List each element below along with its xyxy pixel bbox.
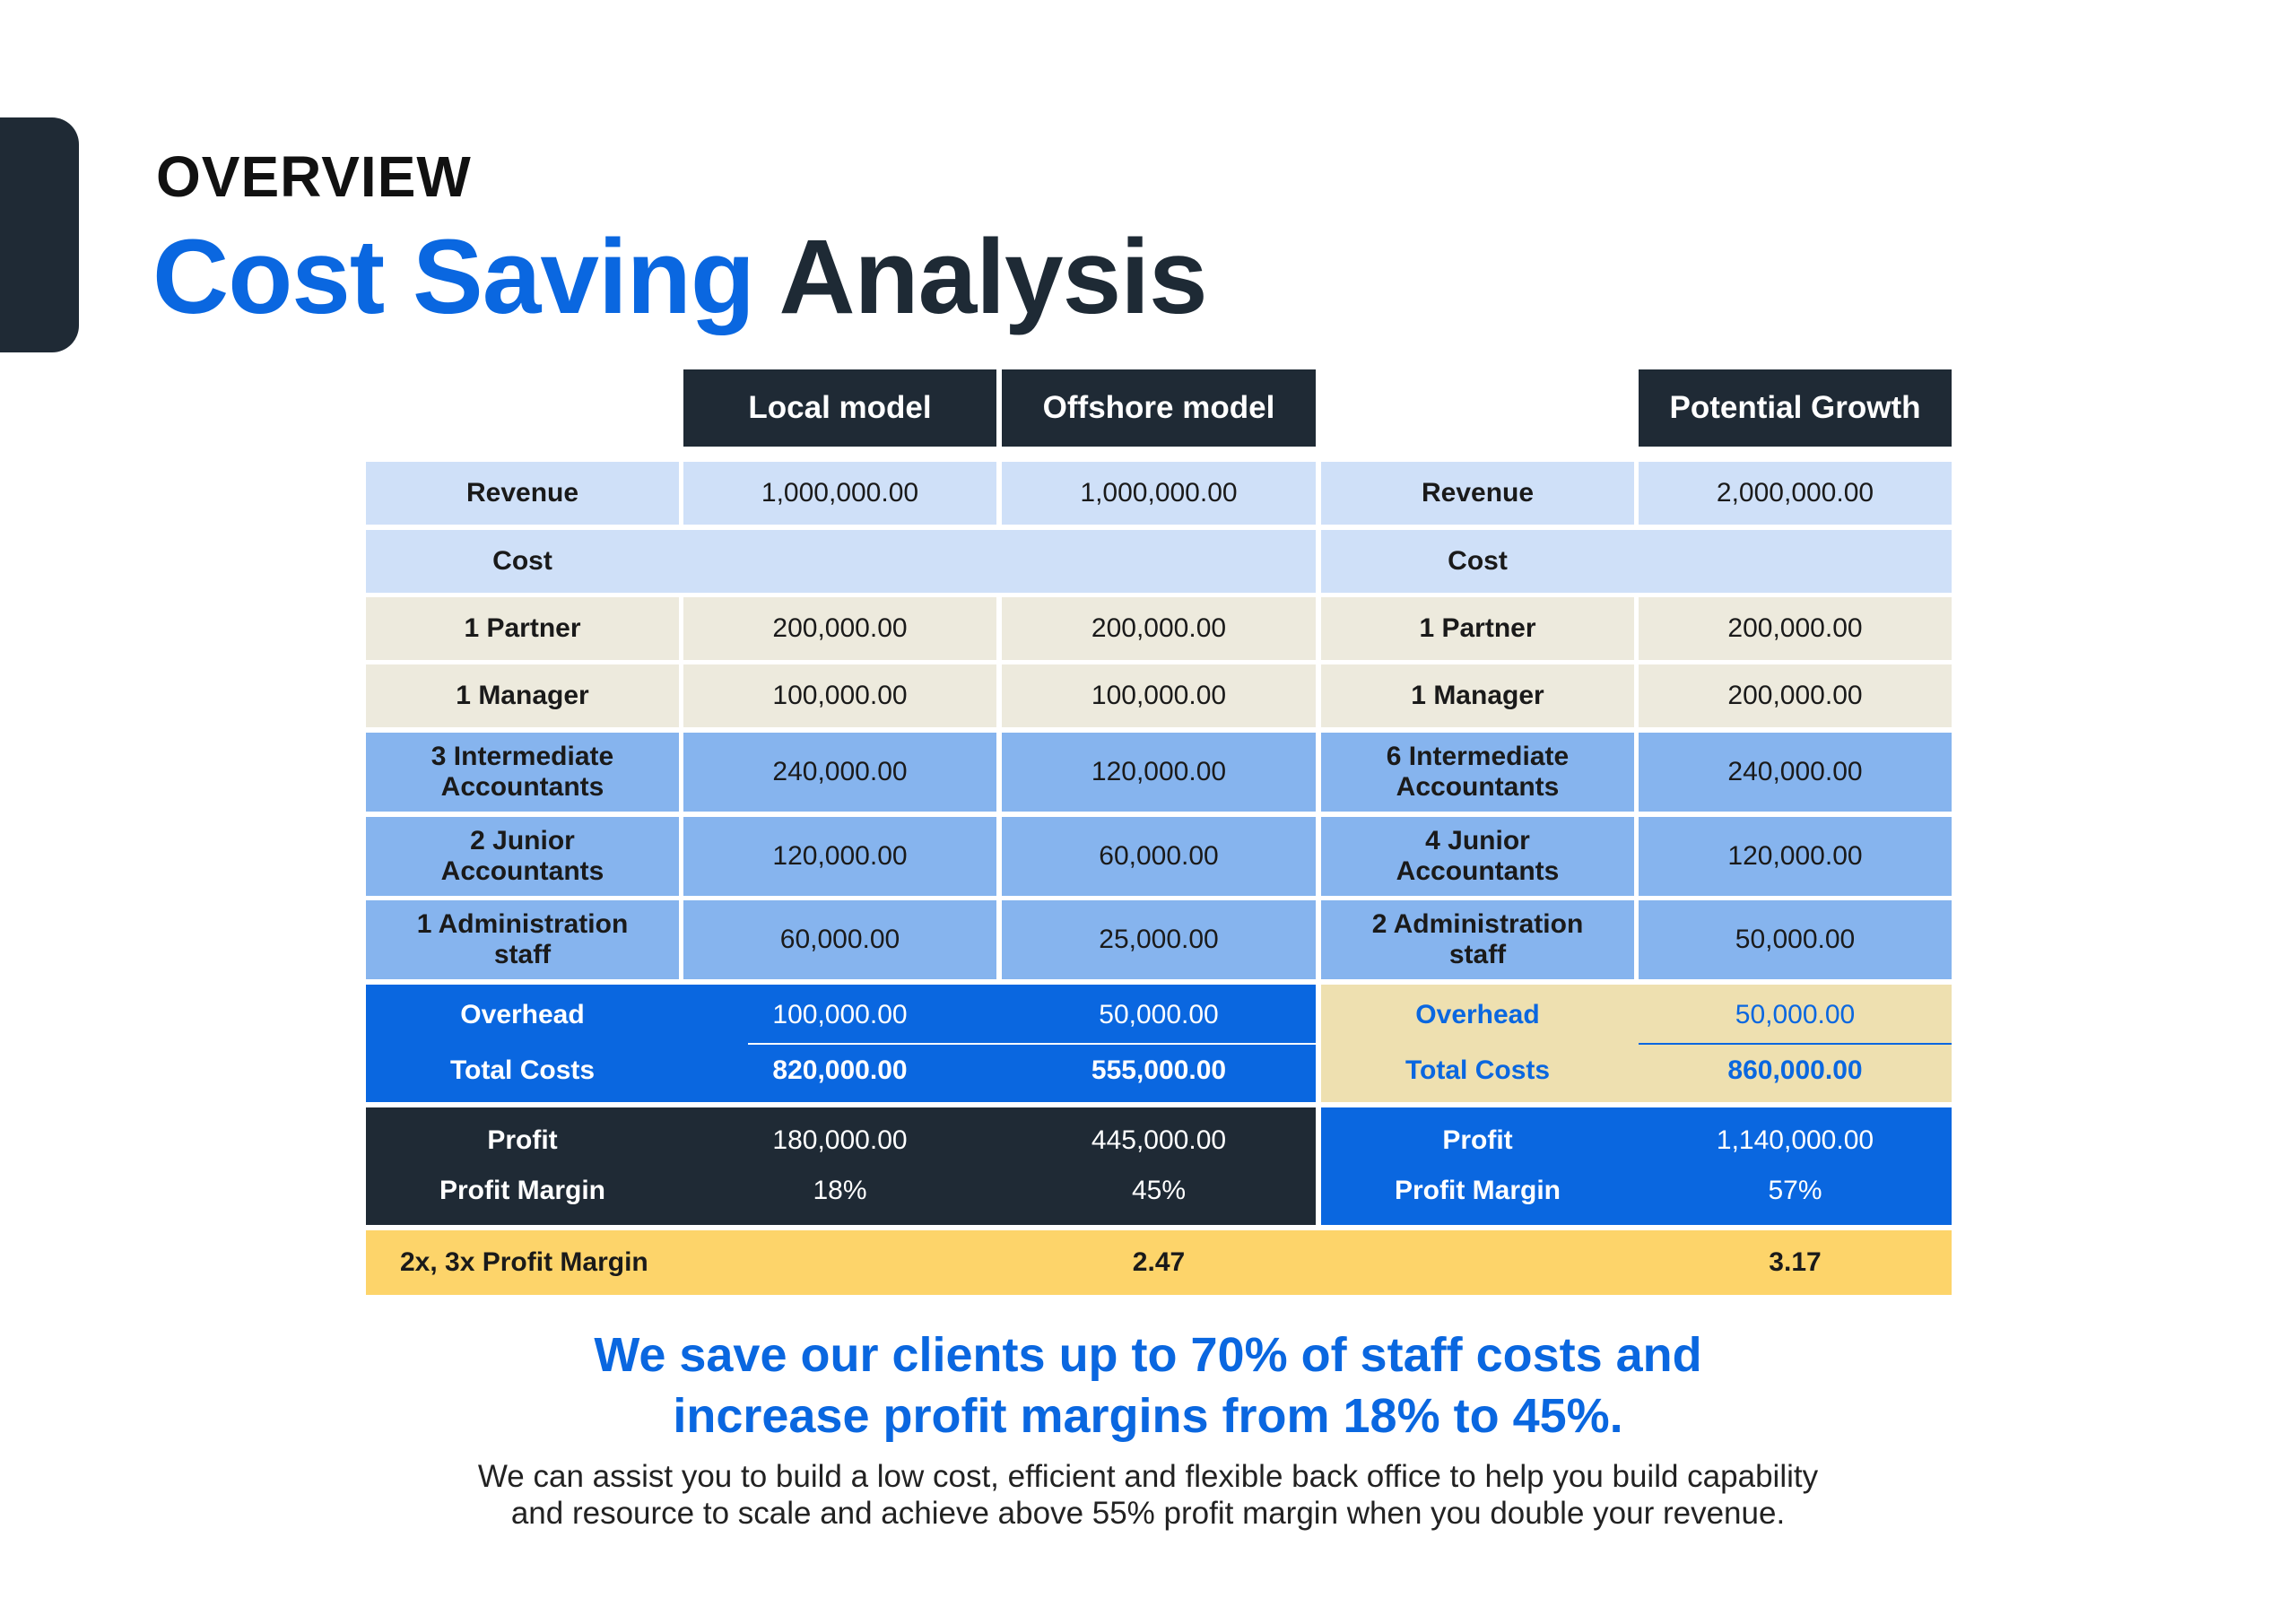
cell-partner-local: 200,000.00 — [683, 597, 996, 660]
row-label-junior-growth: 4 Junior Accountants — [1321, 817, 1634, 896]
cell-profit-offshore: 445,000.00 — [1091, 1125, 1227, 1155]
row-label-intermediate: 3 Intermediate Accountants — [366, 733, 679, 812]
row-label-manager: 1 Manager — [366, 664, 679, 727]
cell-admin-local: 60,000.00 — [683, 900, 996, 979]
totals-block-growth: Overhead 50,000.00 Total Costs 860,000.0… — [1321, 985, 1952, 1102]
row-label-partner-growth: 1 Partner — [1321, 597, 1634, 660]
row-label-manager-growth: 1 Manager — [1321, 664, 1634, 727]
cell-junior-growth: 120,000.00 — [1639, 817, 1952, 896]
row-label-admin-growth: 2 Administration staff — [1321, 900, 1634, 979]
column-header-growth: Potential Growth — [1639, 369, 1952, 447]
cell-multiplier-offshore: 2.47 — [1132, 1247, 1186, 1277]
cell-profit-growth: 1,140,000.00 — [1716, 1125, 1874, 1155]
cell-margin-local: 18% — [813, 1176, 867, 1205]
title-rest: Analysis — [778, 218, 1207, 336]
label-profit: Profit — [487, 1125, 558, 1155]
cell-admin-growth: 50,000.00 — [1639, 900, 1952, 979]
cell-overhead-local: 100,000.00 — [772, 1000, 908, 1029]
cell-junior-offshore: 60,000.00 — [1002, 817, 1316, 896]
cell-revenue-local: 1,000,000.00 — [683, 462, 996, 525]
row-cost-left: Cost — [366, 530, 1316, 593]
row-label-junior: 2 Junior Accountants — [366, 817, 679, 896]
totals-divider-growth — [1639, 1043, 1952, 1045]
cell-intermediate-local: 240,000.00 — [683, 733, 996, 812]
cell-junior-local: 120,000.00 — [683, 817, 996, 896]
cell-intermediate-offshore: 120,000.00 — [1002, 733, 1316, 812]
cell-margin-offshore: 45% — [1131, 1176, 1187, 1205]
cell-revenue-growth: 2,000,000.00 — [1639, 462, 1952, 525]
label-total-costs-growth: Total Costs — [1405, 1055, 1551, 1085]
headline-line-2: increase profit margins from 18% to 45%. — [673, 1389, 1623, 1443]
label-profit-growth: Profit — [1442, 1125, 1513, 1155]
section-tab-marker — [0, 117, 79, 352]
page-title: Cost Saving Analysis — [152, 218, 1208, 336]
cell-partner-growth: 200,000.00 — [1639, 597, 1952, 660]
section-overline: OVERVIEW — [156, 144, 472, 209]
label-total-costs: Total Costs — [449, 1055, 596, 1085]
cell-overhead-growth: 50,000.00 — [1735, 1000, 1856, 1029]
cell-margin-growth: 57% — [1768, 1176, 1822, 1205]
cell-manager-offshore: 100,000.00 — [1002, 664, 1316, 727]
cell-overhead-offshore: 50,000.00 — [1099, 1000, 1219, 1029]
cell-partner-offshore: 200,000.00 — [1002, 597, 1316, 660]
body-copy-line-1: We can assist you to build a low cost, e… — [477, 1459, 1819, 1494]
row-label-cost: Cost — [492, 546, 552, 577]
cell-total-offshore: 555,000.00 — [1091, 1055, 1227, 1085]
headline-line-1: We save our clients up to 70% of staff c… — [594, 1328, 1702, 1382]
cell-revenue-offshore: 1,000,000.00 — [1002, 462, 1316, 525]
row-label-intermediate-growth: 6 Intermediate Accountants — [1321, 733, 1634, 812]
row-label-revenue: Revenue — [366, 462, 679, 525]
cell-manager-local: 100,000.00 — [683, 664, 996, 727]
totals-divider — [748, 1043, 1316, 1045]
title-highlight: Cost Saving — [152, 218, 755, 336]
cell-admin-offshore: 25,000.00 — [1002, 900, 1316, 979]
cell-total-growth: 860,000.00 — [1727, 1055, 1863, 1085]
row-label-cost-growth: Cost — [1448, 546, 1508, 577]
row-cost-right: Cost — [1321, 530, 1952, 593]
profit-block-growth: Profit 1,140,000.00 Profit Margin 57% — [1321, 1107, 1952, 1225]
profit-block-current: Profit 180,000.00 445,000.00 Profit Marg… — [366, 1107, 1316, 1225]
cell-total-local: 820,000.00 — [772, 1055, 908, 1085]
column-header-offshore: Offshore model — [1002, 369, 1316, 447]
row-label-admin: 1 Administration staff — [366, 900, 679, 979]
label-multiplier: 2x, 3x Profit Margin — [400, 1247, 648, 1277]
label-overhead-growth: Overhead — [1415, 1000, 1540, 1029]
cell-profit-local: 180,000.00 — [772, 1125, 908, 1155]
totals-block-current: Overhead 100,000.00 50,000.00 Total Cost… — [366, 985, 1316, 1102]
row-label-revenue-growth: Revenue — [1321, 462, 1634, 525]
cell-manager-growth: 200,000.00 — [1639, 664, 1952, 727]
label-profit-margin-growth: Profit Margin — [1395, 1176, 1561, 1205]
multiplier-row: 2x, 3x Profit Margin 2.47 3.17 — [366, 1230, 1952, 1295]
cell-multiplier-growth: 3.17 — [1769, 1247, 1822, 1277]
cell-intermediate-growth: 240,000.00 — [1639, 733, 1952, 812]
column-header-local: Local model — [683, 369, 996, 447]
label-profit-margin: Profit Margin — [439, 1176, 605, 1205]
label-overhead: Overhead — [460, 1000, 585, 1029]
body-copy-line-2: and resource to scale and achieve above … — [510, 1496, 1786, 1531]
row-label-partner: 1 Partner — [366, 597, 679, 660]
